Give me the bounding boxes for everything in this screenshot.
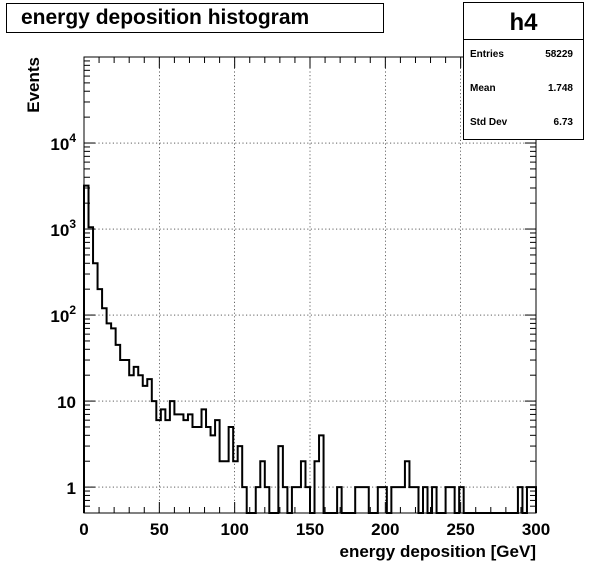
y-tick-label: 10 (57, 393, 76, 412)
stat-row-entries: Entries 58229 (470, 49, 573, 69)
stddev-value: 6.73 (553, 117, 573, 128)
y-axis-label: Events (24, 57, 43, 113)
title-box: energy deposition histogram (6, 3, 384, 33)
y-tick-label: 104 (50, 131, 76, 154)
x-axis-label: energy deposition [GeV] (340, 542, 536, 561)
entries-value: 58229 (545, 49, 573, 60)
y-tick-label: 1 (67, 479, 76, 498)
x-tick-label: 200 (371, 520, 399, 539)
chart-title: energy deposition histogram (21, 6, 310, 29)
stats-box: h4 Entries 58229 Mean 1.748 Std Dev 6.73 (463, 2, 584, 140)
x-tick-label: 50 (150, 520, 169, 539)
x-tick-label: 0 (79, 520, 88, 539)
x-tick-label: 100 (220, 520, 248, 539)
stddev-label: Std Dev (470, 117, 508, 128)
stat-row-mean: Mean 1.748 (470, 83, 573, 103)
mean-value: 1.748 (547, 83, 573, 94)
y-tick-label: 102 (50, 303, 76, 326)
entries-label: Entries (470, 49, 504, 60)
y-tick-label: 103 (50, 217, 76, 240)
stat-row-stddev: Std Dev 6.73 (470, 117, 573, 137)
mean-label: Mean (470, 83, 496, 94)
x-tick-label: 150 (296, 520, 324, 539)
histogram-name: h4 (464, 3, 583, 40)
x-tick-label: 250 (446, 520, 474, 539)
x-tick-label: 300 (522, 520, 550, 539)
